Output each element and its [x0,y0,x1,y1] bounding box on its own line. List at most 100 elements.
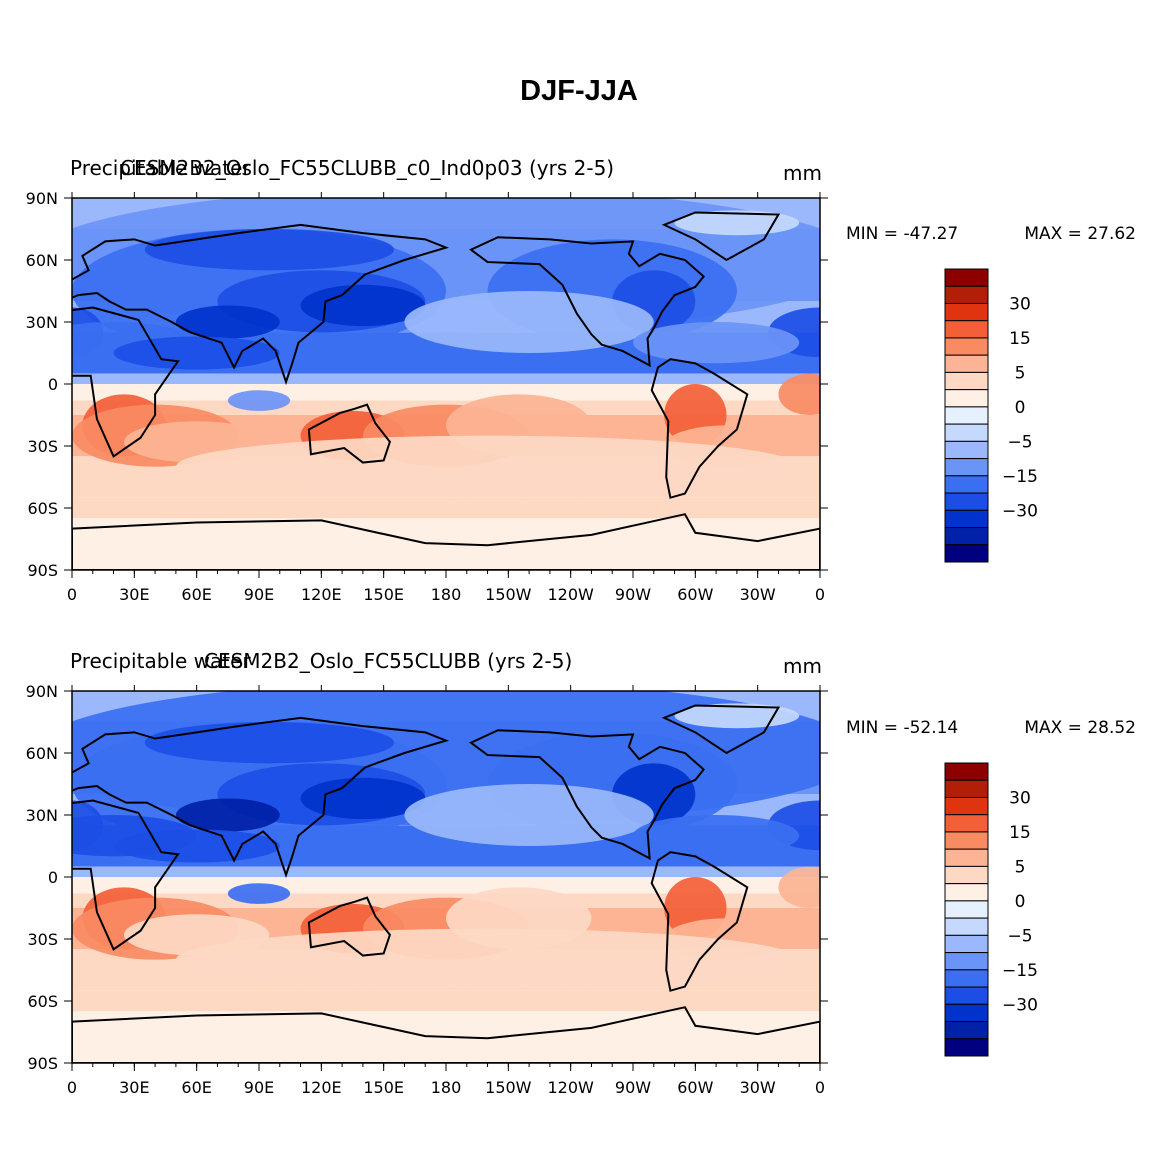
anomaly-blob [113,829,280,863]
anomaly-blob [144,229,395,271]
panel-bottom-colorbar: 30 15 5 0 −5 −15 −30 [944,762,1038,1057]
colorbar-swatch [944,389,989,408]
colorbar-swatch [944,285,989,304]
panel-top-max-label: MAX = 27.62 [1024,224,1136,244]
colorbar-swatch [944,1021,989,1040]
colorbar-swatch [944,952,989,971]
x-tick-label: 0 [815,585,825,604]
x-tick-label: 90W [615,1078,651,1097]
figure-title: DJF-JJA [520,75,638,107]
colorbar-swatch [944,302,989,322]
panel-bottom-variable: Precipitable water [70,649,251,673]
anomaly-blob [113,336,280,370]
anomaly-blob [300,284,426,327]
anomaly-field [72,198,820,570]
antarctica-outline [72,513,820,570]
x-tick-label: 60E [181,585,211,604]
anomaly-blob [674,703,800,729]
greenland-outline [661,211,781,262]
anomaly-blob [404,784,654,846]
y-tick-label: 30N [26,313,58,332]
band-9 [72,497,820,519]
x-tick-label: 120E [301,585,342,604]
anomaly-field [72,691,820,1063]
colorbar-swatch [944,371,989,391]
x-tick-label: 120W [547,585,594,604]
colorbar-swatch [944,779,989,798]
anomaly-blob [175,305,280,339]
x-tick-label: 30E [119,585,149,604]
x-tick-label: 90W [615,585,651,604]
band-9 [72,990,820,1012]
x-tick-label: 0 [67,1078,77,1097]
y-tick-label: 90N [26,189,58,208]
x-tick-label: 30E [119,1078,149,1097]
colorbar-swatch [944,1003,989,1023]
panel-bottom-map: 0 30E 60E 90E 120E 150E 180 150W 120W 90W 60W 30W 09… [26,682,828,1097]
colorbar-label: 5 [1015,857,1026,877]
australia-outline [307,403,392,464]
colorbar-swatch [944,475,989,494]
panel-bottom-max-label: MAX = 28.52 [1024,718,1136,738]
colorbar-swatch [944,509,989,529]
antarctica-outline [72,1006,820,1063]
colorbar-swatch [944,969,989,988]
colorbar-swatch [944,458,989,477]
panel-bottom-units: mm [783,654,822,678]
anomaly-blob [633,815,800,857]
panel-top-units: mm [783,161,822,185]
panel-top-colorbar: 30 15 5 0 −5 −15 −30 [944,268,1038,563]
colorbar-swatch [944,762,989,781]
x-tick-label: 120W [547,1078,594,1097]
y-tick-label: 90S [27,1054,58,1073]
colorbar-swatch [944,986,989,1005]
colorbar-swatch [944,814,989,833]
y-tick-label: 90N [26,682,58,701]
colorbar-swatch [944,934,989,954]
x-tick-label: 180 [431,585,462,604]
y-tick-label: 30N [26,806,58,825]
colorbar-swatch [944,406,989,425]
colorbar-label: −30 [1002,995,1038,1015]
x-tick-label: 150E [363,1078,404,1097]
x-tick-label: 60W [677,585,713,604]
eurasia-outline [72,223,450,386]
colorbar-swatch [944,1038,989,1057]
band-4 [72,866,820,877]
colorbar-label: 0 [1015,892,1026,912]
colorbar-swatch [944,848,989,867]
y-tick-label: 0 [48,868,58,887]
y-tick-label: 30S [27,437,58,456]
colorbar-swatch [944,423,989,442]
x-tick-label: 150W [485,1078,532,1097]
x-tick-label: 90E [244,1078,274,1097]
anomaly-blob [144,722,395,764]
colorbar-label: 30 [1009,294,1031,314]
colorbar-swatch [944,917,989,936]
anomaly-blob [633,322,800,364]
anomaly-blob [778,373,820,415]
y-tick-label: 60S [27,499,58,518]
panel-bottom: Precipitable water CESM2B2_Oslo_FC55CLUB… [26,649,1136,1097]
x-tick-label: 60W [677,1078,713,1097]
anomaly-blob [175,798,280,832]
colorbar-label: −30 [1002,501,1038,521]
namerica-outline [468,729,706,861]
x-tick-label: 30W [740,1078,776,1097]
panel-bottom-run-label: CESM2B2_Oslo_FC55CLUBB (yrs 2-5) [204,649,572,673]
x-tick-label: 180 [431,1078,462,1097]
anomaly-blob [227,390,291,411]
samerica-outline [650,851,749,992]
colorbar-swatch [944,831,989,850]
panel-top-map: 0 30E 60E 90E 120E 150E 180 150W 120W 90W 60W 30W 09… [26,189,828,604]
y-tick-label: 60N [26,251,58,270]
australia-outline [307,896,392,957]
colorbar-label: −5 [1007,926,1032,946]
panel-top-variable: Precipitable water [70,156,251,180]
anomaly-blob [778,866,820,908]
panel-bottom-min-label: MIN = -52.14 [846,718,958,738]
colorbar-label: 30 [1009,788,1031,808]
colorbar-swatch [944,544,989,563]
x-tick-label: 0 [67,585,77,604]
colorbar-swatch [944,492,989,511]
